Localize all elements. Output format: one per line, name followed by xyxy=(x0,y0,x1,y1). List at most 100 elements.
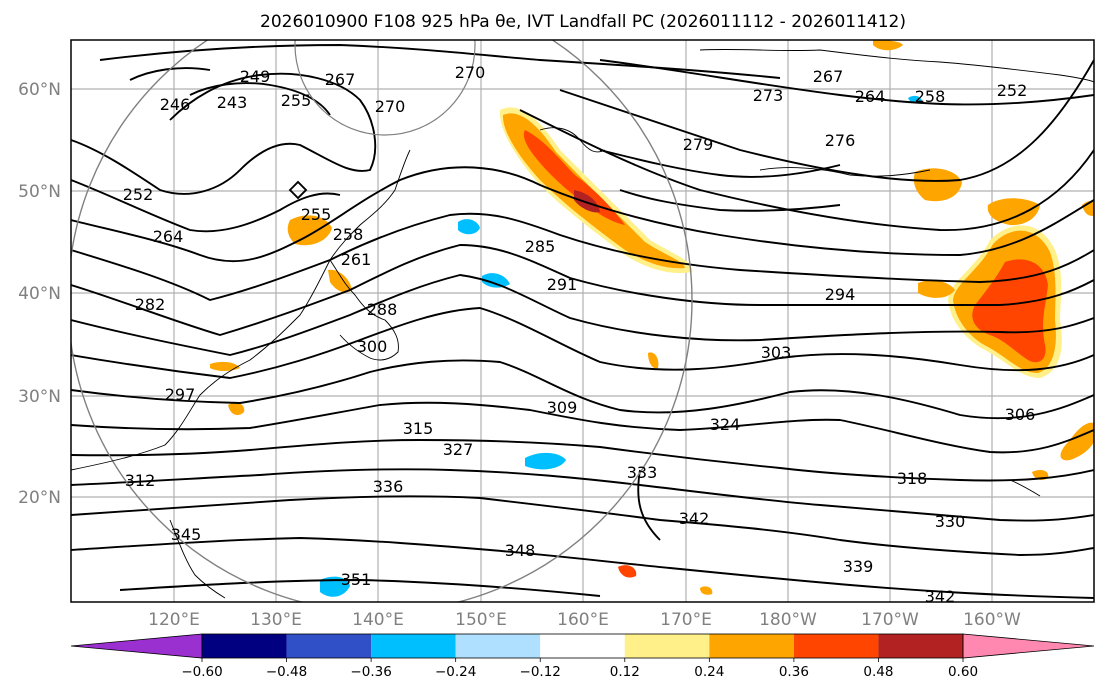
contour-label: 333 xyxy=(627,463,658,482)
contour-line xyxy=(637,469,661,541)
contour-label: 348 xyxy=(505,541,536,560)
contour-line xyxy=(71,537,1094,599)
contour-line xyxy=(71,72,377,195)
contour-label: 336 xyxy=(373,477,404,496)
contour-label: 324 xyxy=(710,415,741,434)
contour-label: 318 xyxy=(897,469,928,488)
colorbar-label: −0.24 xyxy=(435,664,476,680)
positive-region-top xyxy=(873,40,903,51)
colorbar-extend-high xyxy=(962,633,1095,659)
contour-label: 306 xyxy=(1005,405,1036,424)
contour-line xyxy=(71,468,1094,522)
contour-label: 330 xyxy=(935,512,966,531)
contour-label: 264 xyxy=(855,87,886,106)
contour-label: 249 xyxy=(240,67,271,86)
colorbar-swatch xyxy=(540,634,625,658)
colorbar-swatch xyxy=(202,634,287,658)
positive-region-mid xyxy=(648,352,659,369)
colorbar-label: −0.12 xyxy=(520,664,561,680)
contour-label: 342 xyxy=(925,587,956,606)
map-title: 2026010900 F108 925 hPa θe, IVT Landfall… xyxy=(260,12,906,32)
contour-line xyxy=(519,109,1094,231)
contour-label: 243 xyxy=(217,93,248,112)
colorbar-swatch xyxy=(709,634,794,658)
lon-label: 140°E xyxy=(352,610,404,630)
coastlines xyxy=(71,48,1094,599)
contour-line xyxy=(71,439,1094,482)
contour-line xyxy=(71,166,1094,263)
positive-region-northeast xyxy=(987,198,1040,226)
contour-line xyxy=(71,212,1094,302)
contour-line xyxy=(189,82,331,116)
contour-line xyxy=(71,179,341,233)
contour-label: 246 xyxy=(160,95,191,114)
colorbar-label: 0.36 xyxy=(779,664,809,680)
colorbar-extend-low xyxy=(70,633,203,659)
lon-label: 170°E xyxy=(660,610,712,630)
contour-labels: 249 243 246 252 270 270 273 267 264 258 … xyxy=(123,63,1036,606)
colorbar-label: 0.24 xyxy=(694,664,724,680)
contour-label: 345 xyxy=(171,525,202,544)
positive-region-kuroshio-core xyxy=(523,130,625,225)
positive-region-japan-north xyxy=(328,269,352,293)
coastline-asia xyxy=(71,149,411,471)
contour-line xyxy=(119,579,601,597)
positive-region-edge-south xyxy=(1060,422,1094,461)
lat-axis: 60°N 50°N 40°N 30°N 20°N xyxy=(18,80,61,508)
contour-label: 309 xyxy=(547,398,578,417)
lat-label: 40°N xyxy=(18,284,61,304)
contour-label: 255 xyxy=(301,205,332,224)
positive-region-kuroshio-max xyxy=(574,190,600,213)
contour-line xyxy=(71,401,1094,454)
contour-label: 303 xyxy=(761,343,792,362)
positive-region-south xyxy=(618,565,637,578)
contour-label: 285 xyxy=(525,237,556,256)
contour-line xyxy=(129,67,211,81)
contour-line xyxy=(288,180,308,200)
colorbar-swatch xyxy=(371,634,456,658)
contour-label: 294 xyxy=(825,285,856,304)
positive-region-east-core xyxy=(972,259,1048,363)
lon-label: 130°E xyxy=(250,610,302,630)
contour-label: 258 xyxy=(915,87,946,106)
colorbar-label: −0.60 xyxy=(181,664,222,680)
coastline-japan xyxy=(329,259,399,361)
map-panel: 249 243 246 252 270 270 273 267 264 258 … xyxy=(70,39,1095,606)
positive-region-small-east xyxy=(918,280,955,298)
contour-label: 297 xyxy=(165,385,196,404)
colorbar-label: 0.60 xyxy=(948,664,978,680)
coastline-philippines xyxy=(169,519,226,599)
lon-label: 160°E xyxy=(557,610,609,630)
lon-axis: 120°E 130°E 140°E 150°E 160°E 170°E 180°… xyxy=(148,610,1021,630)
positive-region-aleutian xyxy=(913,168,962,202)
ivt-pc-fill xyxy=(210,40,1094,597)
contour-label: 276 xyxy=(825,131,856,150)
contour-label: 315 xyxy=(403,419,434,438)
positive-region-taiwan xyxy=(228,402,245,416)
colorbar-swatch xyxy=(455,634,541,658)
colorbar-frame xyxy=(201,633,964,659)
theta-e-contours xyxy=(71,40,1094,599)
contour-label: 312 xyxy=(125,471,156,490)
contour-line xyxy=(619,189,841,212)
contour-line xyxy=(559,59,1094,182)
contour-label: 351 xyxy=(341,570,372,589)
colorbar-label: 0.48 xyxy=(863,664,893,680)
contour-label: 267 xyxy=(325,70,356,89)
negative-region-2 xyxy=(482,273,510,288)
contour-label: 342 xyxy=(679,509,710,528)
contour-label: 273 xyxy=(753,86,784,105)
lon-label: 150°E xyxy=(455,610,507,630)
colorbar-swatch xyxy=(624,634,710,658)
colorbar-swatch xyxy=(286,634,372,658)
negative-region-4 xyxy=(320,576,350,597)
contour-label: 264 xyxy=(153,227,184,246)
contour-label: 282 xyxy=(135,295,166,314)
lat-label: 50°N xyxy=(18,182,61,202)
lat-label: 60°N xyxy=(18,80,61,100)
lon-label: 120°E xyxy=(148,610,200,630)
contour-label: 300 xyxy=(357,337,388,356)
colorbar-label: −0.36 xyxy=(350,664,391,680)
contour-line xyxy=(599,149,841,178)
